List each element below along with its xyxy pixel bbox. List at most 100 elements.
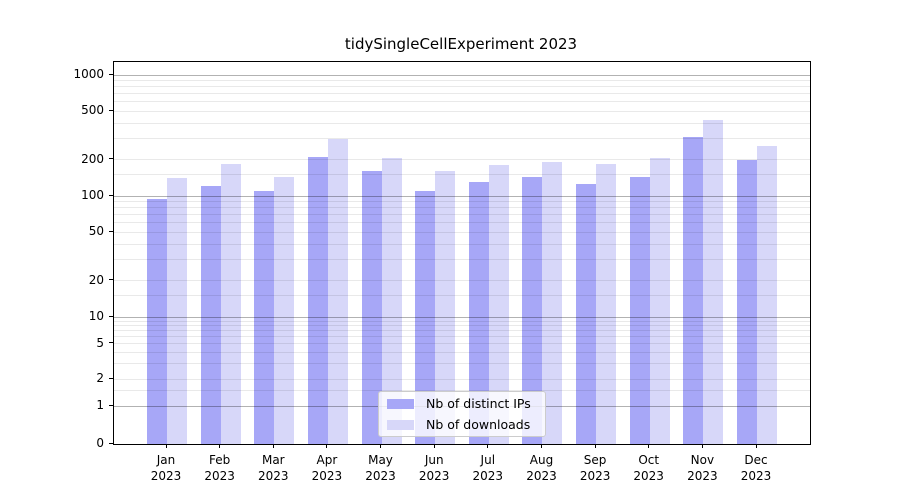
bar-jul-distinct-ips [468,182,489,444]
bar-may-downloads [381,158,402,444]
y-tick-label-1: 1 [96,398,104,412]
y-tick-mark-500 [109,109,113,111]
gridline-minor-400 [114,122,810,124]
x-tick-mark-oct [648,444,650,448]
gridline-minor-7 [114,330,810,332]
y-tick-label-0: 0 [96,436,104,450]
y-tick-label-10: 10 [88,309,104,323]
bar-dec-distinct-ips [737,159,757,444]
gridline-minor-70 [114,214,810,216]
x-tick-label-nov: Nov 2023 [687,453,718,483]
gridline-minor-60 [114,222,810,224]
gridline-minor-15 [114,295,810,297]
bar-jul-downloads [488,165,509,444]
y-tick-label-200: 200 [81,151,104,166]
y-tick-mark-1 [109,404,113,406]
x-tick-mark-sep [594,444,596,448]
y-tick-mark-1000 [109,73,113,75]
gridline-minor-800 [114,86,810,88]
y-tick-label-500: 500 [81,103,104,118]
gridline-major-1000 [114,74,810,76]
chart-title: tidySingleCellExperiment 2023 [344,35,578,53]
y-tick-mark-200 [109,158,113,160]
bar-apr-downloads [327,139,348,444]
gridline-minor-200 [114,159,810,161]
gridline-minor-30 [114,258,810,260]
bar-jan-distinct-ips [147,198,167,444]
gridline-minor-9 [114,320,810,322]
legend-swatch-distinct-ips [387,398,414,409]
gridline-minor-5 [114,343,810,345]
x-tick-mark-jun [433,444,435,448]
y-tick-mark-5 [109,342,113,344]
y-tick-label-20: 20 [88,272,104,287]
bar-jun-downloads [435,171,456,444]
bar-oct-distinct-ips [629,176,650,444]
y-tick-label-2: 2 [96,371,104,386]
x-tick-mark-aug [541,444,542,448]
bar-nov-distinct-ips [683,136,704,444]
x-tick-label-apr: Apr 2023 [311,453,343,483]
bar-jun-distinct-ips [415,191,436,444]
y-tick-label-1000: 1000 [73,67,104,81]
bar-mar-downloads [274,176,295,444]
legend: Nb of distinct IPs Nb of downloads [378,391,546,437]
bar-mar-distinct-ips [254,191,275,444]
gridline-minor-600 [114,101,810,103]
gridline-minor-90 [114,201,810,202]
gridline-major-100 [114,195,810,197]
legend-item-distinct-ips: Nb of distinct IPs [387,396,537,411]
x-tick-mark-jan [165,444,167,448]
x-tick-label-sep: Sep 2023 [579,453,611,483]
x-tick-label-dec: Dec 2023 [740,453,772,483]
x-tick-label-jul: Jul 2023 [472,453,504,483]
bar-feb-distinct-ips [200,186,221,444]
bar-jan-downloads [167,178,187,444]
x-tick-label-oct: Oct 2023 [633,453,664,483]
gridline-minor-40 [114,243,810,245]
bar-oct-downloads [649,158,670,444]
x-tick-label-aug: Aug 2023 [526,453,557,483]
y-tick-label-5: 5 [96,335,104,350]
legend-label-downloads: Nb of downloads [426,417,531,432]
y-tick-label-100: 100 [81,188,104,202]
gridline-minor-150 [114,174,810,176]
y-tick-label-50: 50 [88,224,104,239]
bar-feb-downloads [220,163,241,444]
gridline-minor-50 [114,231,810,233]
plot-area [113,61,811,445]
gridline-minor-3 [114,363,810,364]
legend-label-distinct-ips: Nb of distinct IPs [426,396,531,411]
gridline-minor-1.5 [114,389,810,391]
x-tick-label-feb: Feb 2023 [204,453,235,483]
y-tick-mark-10 [109,315,113,317]
bar-sep-downloads [596,163,617,444]
x-tick-mark-may [380,444,381,448]
bar-aug-distinct-ips [522,176,543,444]
x-tick-mark-mar [272,444,274,448]
gridline-major-10 [114,316,810,318]
x-tick-mark-nov [701,444,703,448]
bar-aug-downloads [542,162,563,444]
y-tick-mark-100 [109,194,113,196]
legend-item-downloads: Nb of downloads [387,417,537,432]
x-tick-label-jan: Jan 2023 [150,453,182,483]
bar-sep-distinct-ips [576,184,597,444]
x-tick-mark-dec [755,444,757,448]
y-tick-mark-20 [109,279,113,281]
y-tick-mark-0 [109,442,113,444]
x-tick-label-jun: Jun 2023 [418,453,450,483]
y-tick-mark-2 [109,377,113,379]
gridline-minor-500 [114,110,810,112]
gridline-minor-700 [114,93,810,95]
x-tick-mark-apr [326,444,328,448]
bar-dec-downloads [757,145,777,444]
gridline-minor-4 [114,351,810,353]
legend-swatch-downloads [387,419,414,430]
x-tick-label-may: May 2023 [365,453,396,483]
gridline-minor-20 [114,280,810,282]
bar-nov-downloads [703,120,724,444]
gridline-minor-2 [114,378,810,380]
x-tick-label-mar: Mar 2023 [258,453,289,483]
